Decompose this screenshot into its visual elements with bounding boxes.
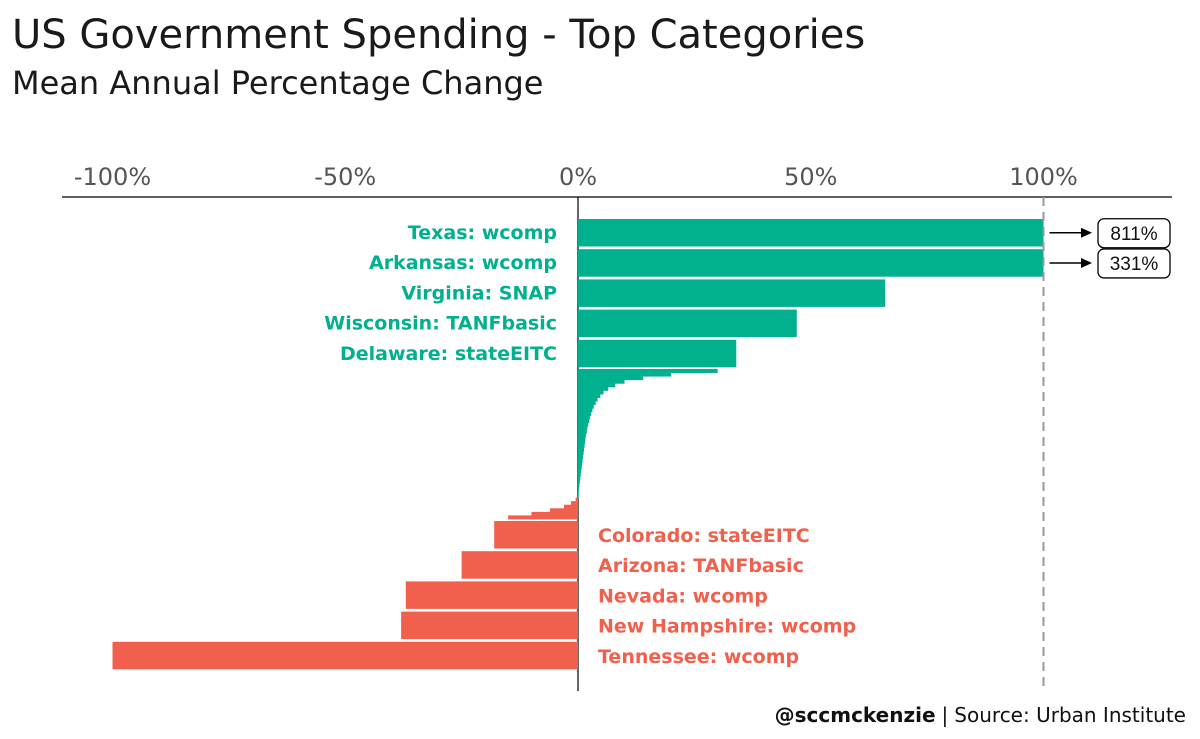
distribution-bar — [578, 479, 580, 484]
credit-source: Source: Urban Institute — [954, 703, 1186, 727]
bar-label-top: Virginia: SNAP — [401, 282, 557, 304]
distribution-bar — [578, 394, 601, 398]
distribution-bar — [578, 469, 582, 473]
callout-box — [1097, 248, 1171, 279]
distribution-bar — [578, 436, 586, 441]
distribution-bar — [578, 429, 587, 434]
bar-label-bottom: New Hampshire: wcomp — [598, 616, 856, 638]
distribution-bar — [578, 458, 583, 463]
distribution-bar — [578, 440, 585, 445]
bar-top — [578, 249, 1044, 277]
bar-bottom — [401, 611, 578, 640]
distribution-bar — [578, 433, 586, 438]
distribution-bar — [508, 515, 578, 520]
distribution-bar — [578, 454, 584, 459]
distribution-bar — [578, 465, 582, 470]
x-tick-label: 100% — [1009, 163, 1078, 191]
credit-handle: @sccmckenzie — [775, 703, 936, 727]
x-tick-label: -100% — [74, 163, 151, 191]
bar-label-bottom: Tennessee: wcomp — [598, 646, 799, 668]
bar-bottom — [461, 551, 578, 579]
distribution-bar — [578, 419, 590, 423]
distribution-bar — [578, 451, 584, 456]
bar-top — [578, 219, 1044, 247]
credit-separator: | — [942, 703, 949, 727]
bar-label-bottom: Colorado: stateEITC — [598, 525, 810, 547]
bar-top — [578, 279, 886, 307]
distribution-bar — [578, 390, 604, 395]
distribution-bar — [578, 383, 616, 388]
distribution-bar — [578, 401, 596, 406]
x-tick-label: 50% — [784, 163, 837, 191]
distribution-bar — [578, 486, 579, 491]
distribution-bar — [571, 501, 578, 506]
callout-arrow-head — [1081, 227, 1092, 238]
chart-subtitle: Mean Annual Percentage Change — [12, 64, 543, 102]
distribution-bar — [531, 511, 578, 516]
distribution-bar — [578, 372, 672, 377]
distribution-bar — [578, 376, 644, 381]
distribution-bar — [578, 426, 588, 431]
distribution-bar — [578, 476, 581, 481]
distribution-bar — [578, 461, 583, 466]
top-bars: Texas: wcomp Arkansas: wcomp Virginia: SNA… — [324, 219, 1044, 368]
credit-line: @sccmckenzie | Source: Urban Institute — [775, 703, 1186, 727]
bar-label-top: Texas: wcomp — [408, 222, 557, 244]
distribution-bar — [564, 504, 578, 509]
distribution-bar — [578, 472, 581, 477]
bar-label-bottom: Nevada: wcomp — [598, 585, 768, 607]
bar-top — [578, 339, 737, 368]
distribution-bar — [578, 386, 609, 391]
bar-label-bottom: Arizona: TANFbasic — [598, 555, 804, 577]
chart-title: US Government Spending - Top Categories — [12, 12, 865, 58]
bar-label-top: Delaware: stateEITC — [340, 343, 557, 365]
bar-label-top: Wisconsin: TANFbasic — [324, 313, 557, 335]
distribution-bar — [578, 490, 579, 495]
x-tick-label: 0% — [559, 163, 597, 191]
callout-value: 331% — [1110, 254, 1159, 275]
distribution-bar — [550, 508, 578, 513]
distribution-bar — [578, 408, 593, 413]
bar-bottom — [405, 581, 578, 609]
x-axis-ticks: -100% -50% 0% 50% 100% — [74, 163, 1078, 191]
distribution-bar — [578, 415, 591, 420]
distribution-bar — [578, 411, 592, 416]
distribution-bar — [578, 369, 718, 373]
x-tick-label: -50% — [314, 163, 376, 191]
bar-bottom — [112, 641, 578, 670]
distribution-bar — [578, 447, 585, 452]
distribution-bar — [578, 494, 579, 498]
distribution-bar — [578, 404, 594, 409]
distribution-bar — [575, 497, 578, 502]
distribution-bar — [578, 483, 580, 488]
distribution-bar — [578, 397, 598, 402]
callout-box — [1097, 218, 1171, 249]
bar-top — [578, 309, 797, 338]
distribution-bar — [578, 422, 589, 427]
distribution-bars — [508, 369, 718, 520]
bottom-bars: Colorado: stateEITC Arizona: TANFbasic Nev… — [112, 521, 856, 670]
bar-bottom — [494, 521, 578, 549]
callout-value: 811% — [1110, 224, 1157, 245]
overflow-callouts: 811% 331% — [1049, 218, 1171, 279]
distribution-bar — [578, 444, 585, 448]
bar-label-top: Arkansas: wcomp — [369, 252, 557, 274]
distribution-bar — [578, 379, 625, 384]
callout-arrow-head — [1081, 257, 1092, 268]
